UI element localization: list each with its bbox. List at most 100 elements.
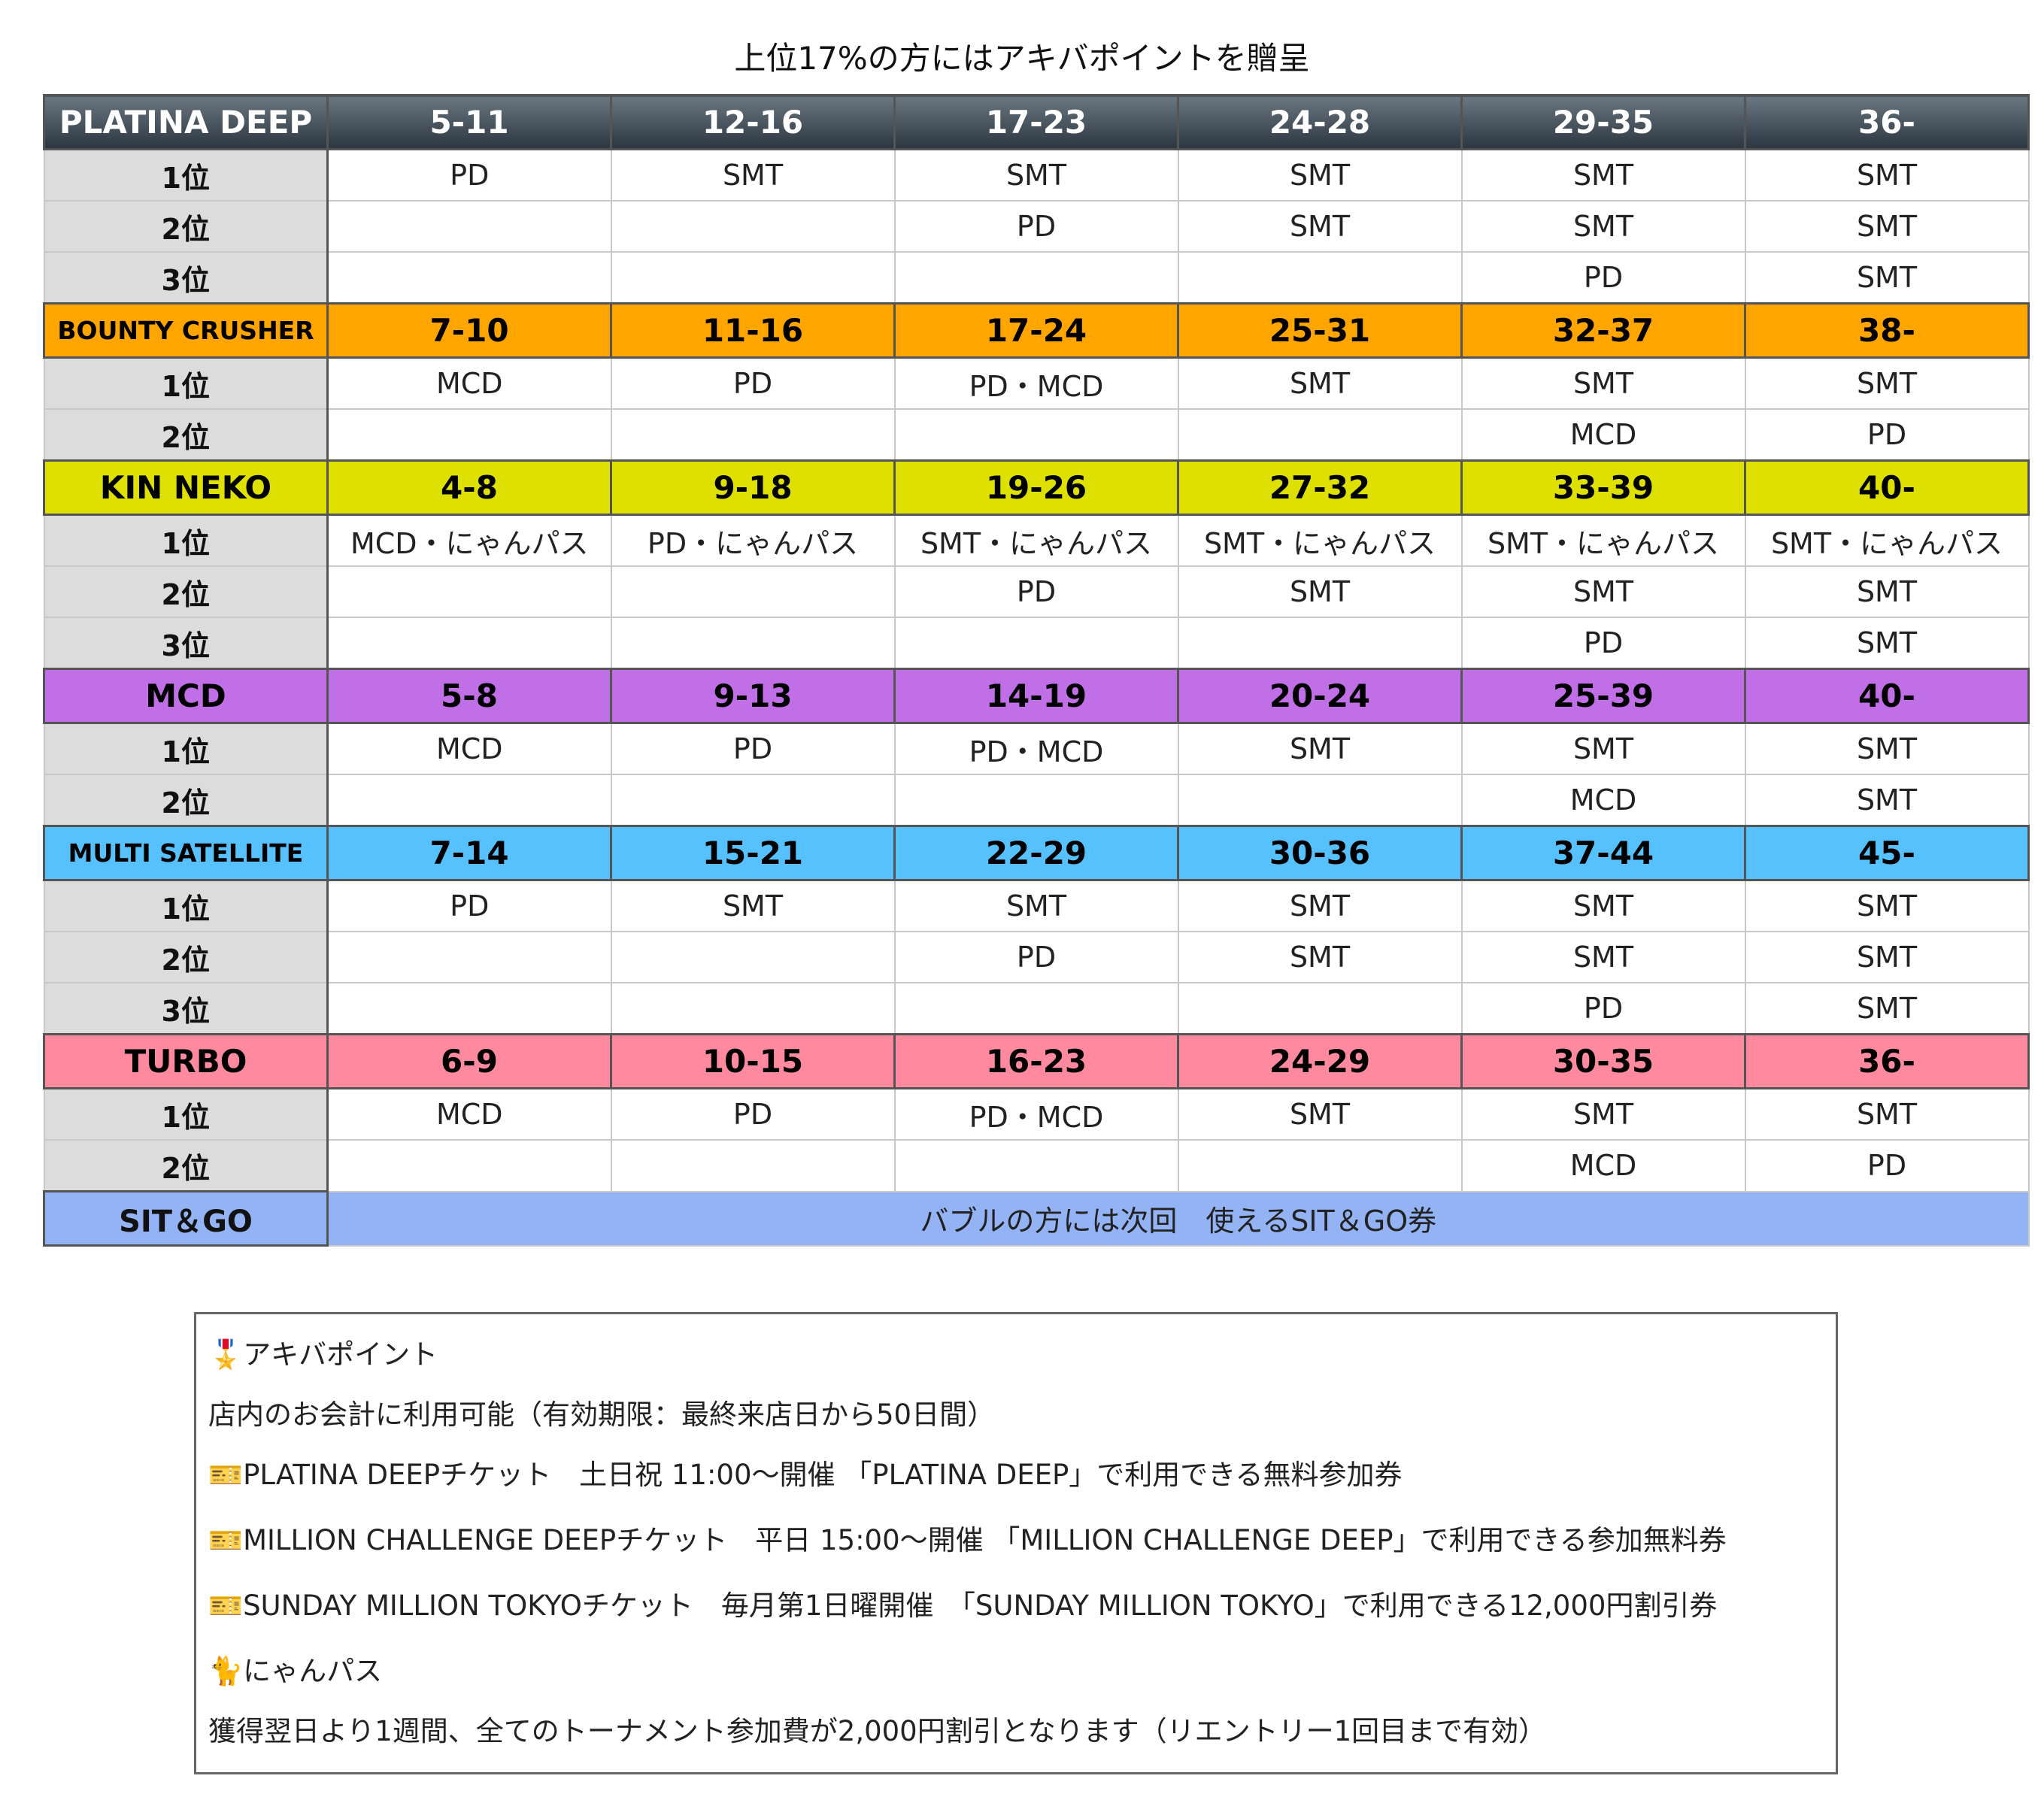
- prize-cell: SMT: [1460, 356, 1746, 410]
- prize-cell: SMT: [1460, 200, 1746, 253]
- prize-cell: PD: [1460, 251, 1746, 305]
- note-line: 店内のお会計に利用可能（有効期限：最終来店日から50日間）: [208, 1399, 996, 1431]
- prize-cell: MCD: [1460, 408, 1746, 462]
- section-name: MULTI SATELLITE: [43, 825, 329, 881]
- prize-cell: SMT: [1177, 722, 1463, 775]
- prize-cell: SMT: [610, 148, 896, 202]
- rank-label: 1位: [43, 514, 329, 567]
- notes-box: 🎖️アキバポイント店内のお会計に利用可能（有効期限：最終来店日から50日間） 🎫P…: [194, 1312, 1838, 1774]
- range-header: 16-23: [893, 1033, 1179, 1089]
- prize-cell: SMT: [1460, 931, 1746, 983]
- rank-label: 3位: [43, 982, 329, 1035]
- rank-label: 1位: [43, 722, 329, 775]
- prize-cell: SMT: [1744, 1087, 2030, 1141]
- prize-cell: SMT: [1177, 565, 1463, 618]
- prize-cell: PD: [893, 931, 1179, 983]
- range-header: 14-19: [893, 668, 1179, 724]
- prize-cell: SMT: [1177, 200, 1463, 253]
- section-header: TURBO 6-9 10-15 16-23 24-29 30-35 36-: [43, 1033, 2030, 1089]
- section-name: PLATINA DEEP: [43, 94, 329, 150]
- prize-cell: SMT・にゃんパス: [1744, 514, 2030, 567]
- range-header: 30-35: [1460, 1033, 1746, 1089]
- prize-cell: [893, 617, 1179, 670]
- sit-go-name: SIT＆GO: [43, 1190, 329, 1247]
- rank-row: 2位 PD SMT SMT SMT: [43, 200, 2030, 253]
- prize-cell: SMT: [1744, 931, 2030, 983]
- range-header: 45-: [1744, 825, 2030, 881]
- note-line: 🎫SUNDAY MILLION TOKYOチケット 毎月第1日曜開催 「SUND…: [208, 1589, 1718, 1622]
- prize-cell: SMT: [1744, 982, 2030, 1035]
- section-name: TURBO: [43, 1033, 329, 1089]
- rank-row: 3位 PD SMT: [43, 251, 2030, 305]
- prize-cell: PD・MCD: [893, 356, 1179, 410]
- prize-cell: SMT: [1460, 148, 1746, 202]
- section-name: KIN NEKO: [43, 459, 329, 516]
- prize-cell: [610, 617, 896, 670]
- prize-cell: [893, 408, 1179, 462]
- prize-cell: [893, 774, 1179, 827]
- rank-label: 1位: [43, 879, 329, 932]
- prize-cell: SMT: [1744, 879, 2030, 932]
- prize-cell: [1177, 408, 1463, 462]
- prize-cell: [326, 251, 612, 305]
- rank-label: 1位: [43, 1087, 329, 1141]
- range-header: 29-35: [1460, 94, 1746, 150]
- prize-cell: [610, 408, 896, 462]
- rank-row: 2位 PD SMT SMT SMT: [43, 931, 2030, 983]
- range-header: 30-36: [1177, 825, 1463, 881]
- prize-cell: SMT: [1744, 774, 2030, 827]
- prize-cell: SMT: [1744, 617, 2030, 670]
- prize-cell: [326, 617, 612, 670]
- range-header: 33-39: [1460, 459, 1746, 516]
- prize-cell: SMT: [893, 879, 1179, 932]
- prize-cell: [893, 982, 1179, 1035]
- rank-label: 1位: [43, 148, 329, 202]
- prize-cell: [1177, 774, 1463, 827]
- note-line: 🎫PLATINA DEEPチケット 土日祝 11:00〜開催 「PLATINA …: [208, 1459, 1403, 1491]
- prize-cell: SMT・にゃんパス: [1177, 514, 1463, 567]
- prize-cell: MCD: [326, 722, 612, 775]
- range-header: 19-26: [893, 459, 1179, 516]
- range-header: 17-24: [893, 302, 1179, 359]
- prize-cell: PD: [610, 1087, 896, 1141]
- rank-row: 1位 MCD PD PD・MCD SMT SMT SMT: [43, 722, 2030, 775]
- prize-cell: [893, 251, 1179, 305]
- prize-cell: [1177, 1139, 1463, 1192]
- prize-cell: PD: [1744, 408, 2030, 462]
- prize-cell: PD・MCD: [893, 722, 1179, 775]
- rank-row: 1位 PD SMT SMT SMT SMT SMT: [43, 879, 2030, 932]
- section-header: MULTI SATELLITE 7-14 15-21 22-29 30-36 37-44 4…: [43, 825, 2030, 881]
- range-header: 17-23: [893, 94, 1179, 150]
- prize-cell: MCD: [1460, 774, 1746, 827]
- prize-cell: [1177, 617, 1463, 670]
- prize-cell: [326, 774, 612, 827]
- range-header: 6-9: [326, 1033, 612, 1089]
- prize-cell: [1177, 251, 1463, 305]
- section-header: KIN NEKO 4-8 9-18 19-26 27-32 33-39 40-: [43, 459, 2030, 516]
- section-name: MCD: [43, 668, 329, 724]
- range-header: 15-21: [610, 825, 896, 881]
- rank-row: 2位 MCD SMT: [43, 774, 2030, 827]
- prize-cell: [893, 1139, 1179, 1192]
- prize-cell: MCD: [326, 1087, 612, 1141]
- note-line: 🎖️アキバポイント: [208, 1338, 438, 1371]
- rank-label: 2位: [43, 931, 329, 983]
- range-header: 9-13: [610, 668, 896, 724]
- prize-cell: MCD: [326, 356, 612, 410]
- note-line: 獲得翌日より1週間、全てのトーナメント参加費が2,000円割引となります（リエン…: [208, 1715, 1547, 1747]
- prize-cell: SMT: [893, 148, 1179, 202]
- prize-cell: [326, 565, 612, 618]
- note-line: 🎫MILLION CHALLENGE DEEPチケット 平日 15:00〜開催 …: [208, 1524, 1727, 1556]
- section-header: PLATINA DEEP 5-11 12-16 17-23 24-28 29-35 36-: [43, 94, 2030, 150]
- range-header: 22-29: [893, 825, 1179, 881]
- sit-go-text: バブルの方には次回 使えるSIT＆GO券: [326, 1190, 2030, 1247]
- prize-cell: [326, 982, 612, 1035]
- prize-cell: PD・MCD: [893, 1087, 1179, 1141]
- section-header: BOUNTY CRUSHER 7-10 11-16 17-24 25-31 32-37 38…: [43, 302, 2030, 359]
- rank-row: 3位 PD SMT: [43, 617, 2030, 670]
- range-header: 40-: [1744, 668, 2030, 724]
- range-header: 37-44: [1460, 825, 1746, 881]
- range-header: 36-: [1744, 94, 2030, 150]
- prize-cell: PD: [1744, 1139, 2030, 1192]
- prize-cell: [610, 1139, 896, 1192]
